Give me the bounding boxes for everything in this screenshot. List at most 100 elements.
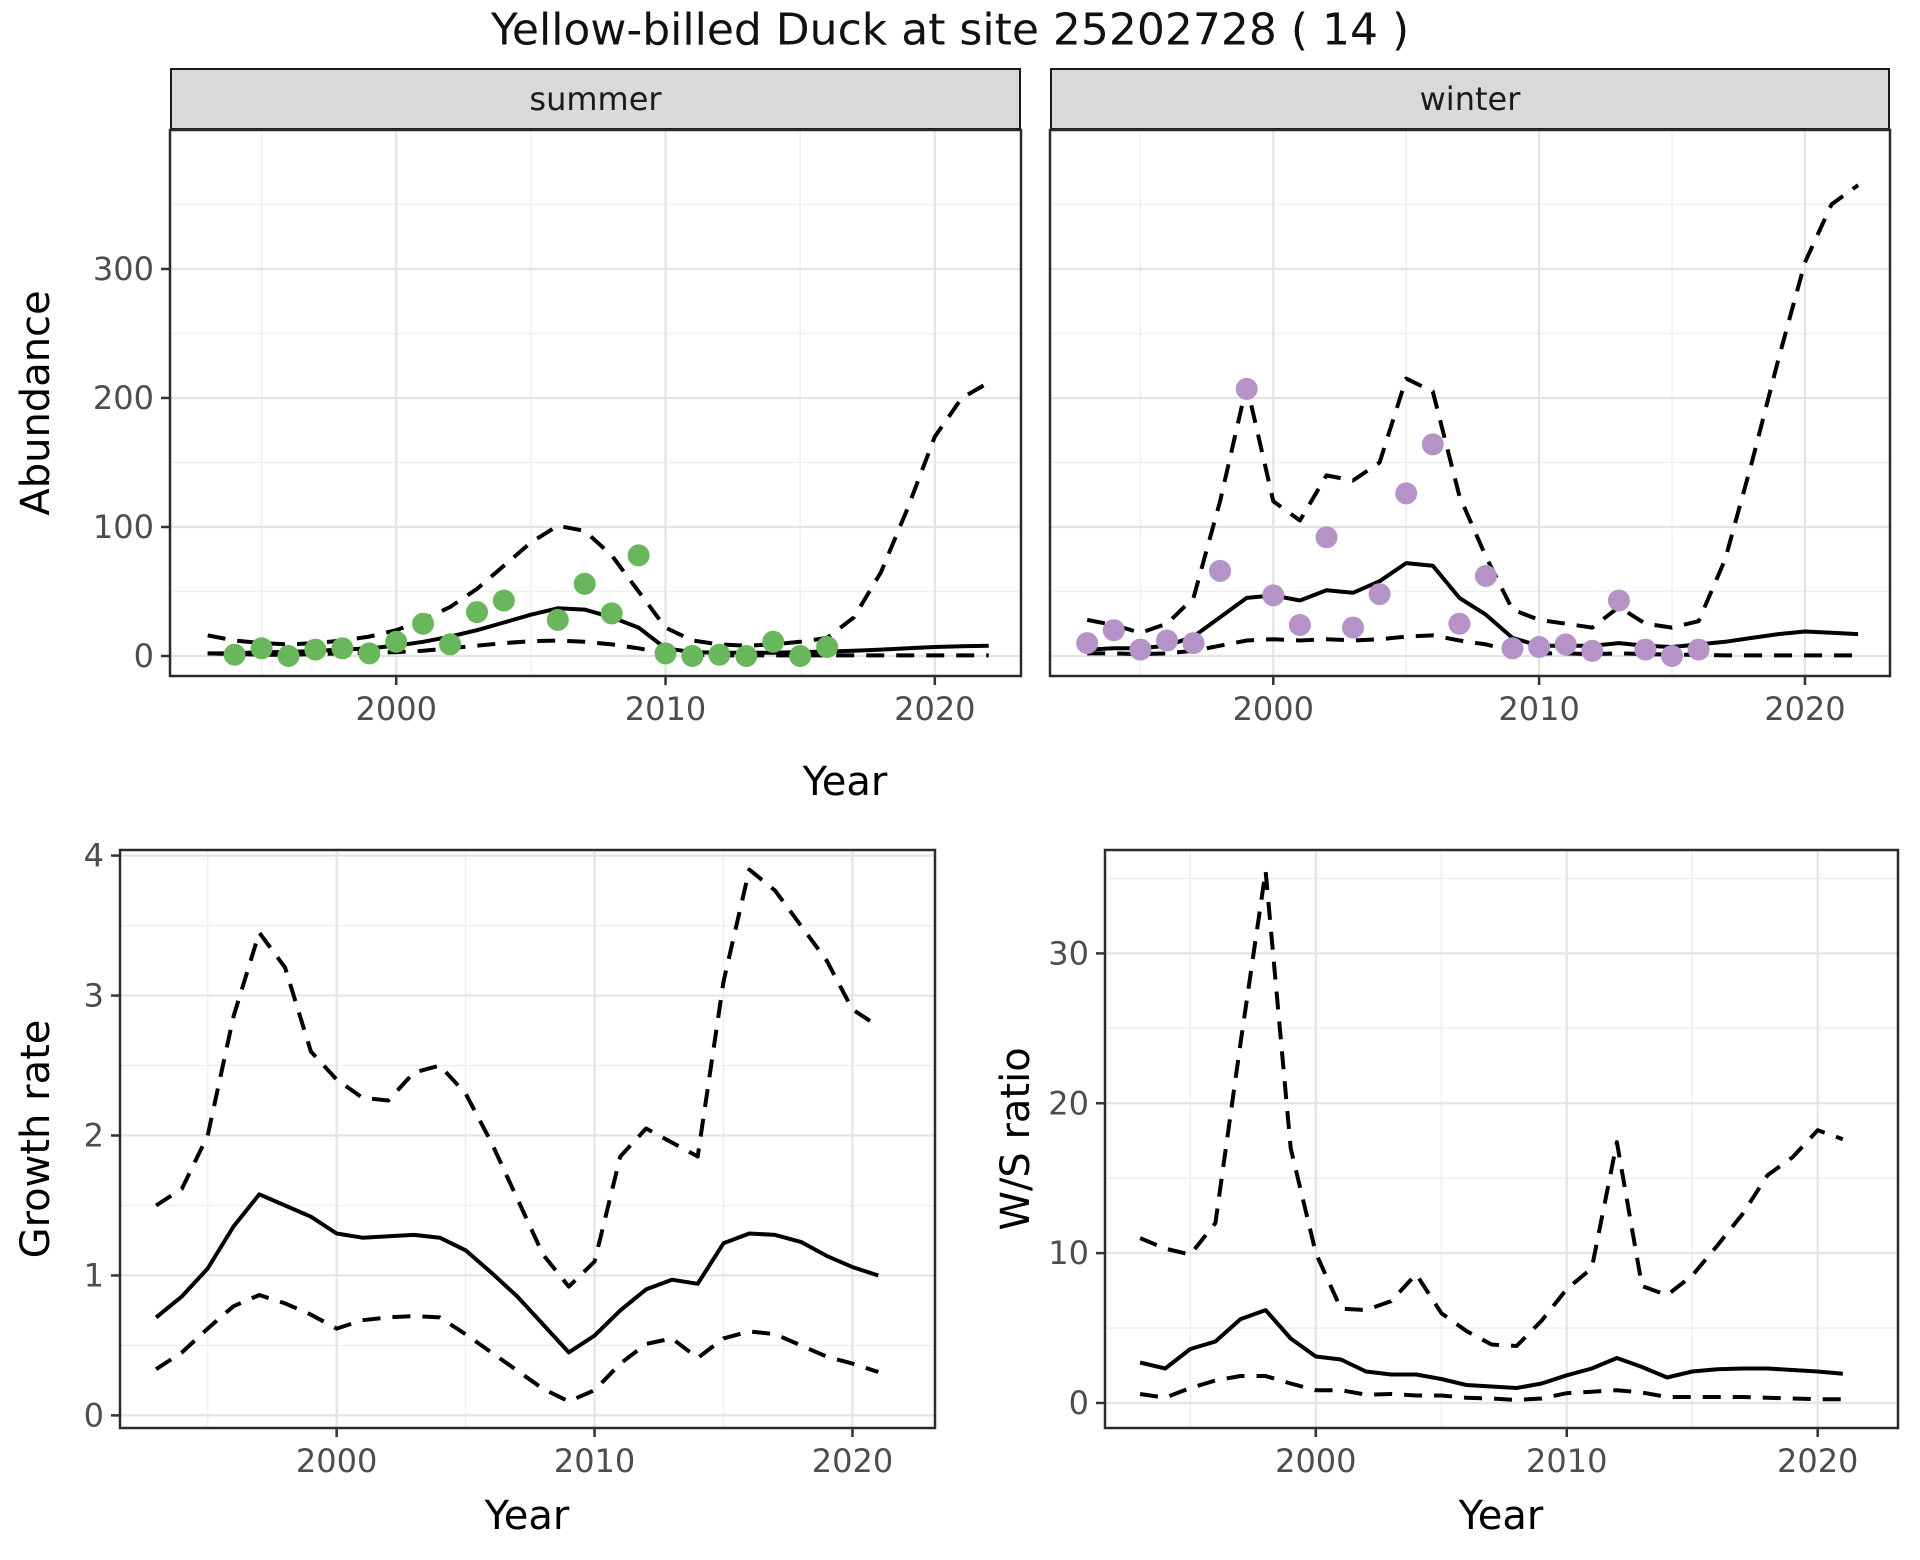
panel-background [170,130,1021,676]
panel-ws-ratio: 2000 2010 2020 0 10 20 30 [1048,848,1900,1480]
top-year-axis-title: Year [802,759,888,805]
y-tick-label: 1 [84,1256,104,1294]
panel-border [118,848,937,1430]
x-tick-label: 2010 [1526,1442,1607,1480]
facet-strip-winter-label: winter [1419,80,1521,118]
data-point [1262,584,1285,607]
observed-points [1076,377,1710,667]
data-point [1581,639,1604,662]
y-tick-label: 30 [1048,934,1089,972]
x-tick-label: 2000 [1275,1442,1356,1480]
axis-ticks: 2000 2010 2020 [1233,676,1846,728]
bottom-left-year-axis-title: Year [484,1493,570,1539]
data-point [331,637,354,660]
data-point [439,633,462,656]
x-tick-label: 2000 [355,690,436,728]
data-point [304,638,327,661]
figure-title: Yellow-billed Duck at site 25202728 ( 14… [490,4,1410,56]
x-tick-label: 2020 [1764,690,1845,728]
panel-growth-rate: 2000 2010 2020 0 1 2 3 4 [84,837,937,1480]
ci-line [1139,1374,1843,1402]
x-tick-label: 2000 [296,1442,377,1480]
data-point [1501,637,1524,660]
panel-background [1050,130,1890,676]
data-point [223,643,246,666]
data-point [762,630,785,653]
panel-border [1048,128,1892,678]
facet-strip-winter: winter [1050,68,1890,130]
panel-border [168,128,1023,678]
y-tick-label: 0 [84,1396,104,1434]
data-point [1554,633,1577,656]
data-point [816,636,839,658]
axis-ticks: 2000 2010 2020 0 10 20 30 [1048,934,1858,1480]
data-point [277,645,300,667]
data-point [600,602,623,625]
y-tick-label: 3 [84,977,104,1015]
x-tick-label: 2010 [554,1442,635,1480]
data-point [1076,632,1099,655]
data-point [1661,645,1683,667]
facet-strip-summer: summer [170,68,1021,130]
data-point [250,637,273,660]
data-point [412,612,435,635]
data-point [1421,433,1444,456]
data-point [1528,636,1551,658]
data-point [735,645,758,667]
mean-line [154,1192,879,1355]
gridlines [120,850,935,1428]
data-point [1315,526,1338,549]
y-tick-label: 100 [93,508,154,546]
bottom-right-year-axis-title: Year [1458,1493,1544,1539]
ci-line [1087,633,1859,658]
data-point [789,645,812,667]
data-point [627,544,650,567]
x-tick-label: 2020 [894,690,975,728]
data-point [1209,559,1232,582]
data-point [1235,377,1258,400]
y-tick-label: 0 [1069,1384,1089,1422]
data-point [358,642,381,665]
x-tick-label: 2020 [812,1442,893,1480]
data-point [1395,482,1418,505]
data-point [1368,583,1391,606]
data-point [1129,638,1152,661]
mean-line [1087,561,1859,652]
data-point [708,643,731,666]
facet-strip-summer-label: summer [529,80,662,118]
data-point [573,572,596,595]
data-point [1448,612,1471,635]
gridlines [1105,850,1898,1428]
data-point [1288,614,1311,636]
observed-points [223,544,839,667]
data-point [1634,638,1657,661]
data-point [1607,589,1630,612]
panel-background [1105,850,1898,1428]
y-tick-label: 10 [1048,1234,1089,1272]
ci-line [155,1293,879,1404]
gridlines [170,130,1021,676]
x-tick-label: 2010 [625,690,706,728]
mean-line [1139,1308,1843,1390]
y-tick-label: 0 [134,637,154,675]
ci-line [1086,183,1860,635]
ci-line [1139,869,1844,1348]
ci-line [155,867,880,1289]
y-tick-label: 20 [1048,1084,1089,1122]
data-point [1342,616,1364,639]
data-point [492,589,515,612]
x-tick-label: 2000 [1233,690,1314,728]
data-point [466,601,488,624]
x-tick-label: 2010 [1498,690,1579,728]
data-point [654,642,677,665]
x-tick-label: 2020 [1777,1442,1858,1480]
axis-ticks: 2000 2010 2020 0 100 200 300 [93,250,976,728]
data-point [1102,619,1125,642]
y-tick-label: 200 [93,379,154,417]
y-tick-label: 300 [93,250,154,288]
data-point [1182,632,1205,655]
panel-border [1103,848,1900,1430]
panel-abundance-summer: 2000 2010 2020 0 100 200 300 [93,128,1023,728]
